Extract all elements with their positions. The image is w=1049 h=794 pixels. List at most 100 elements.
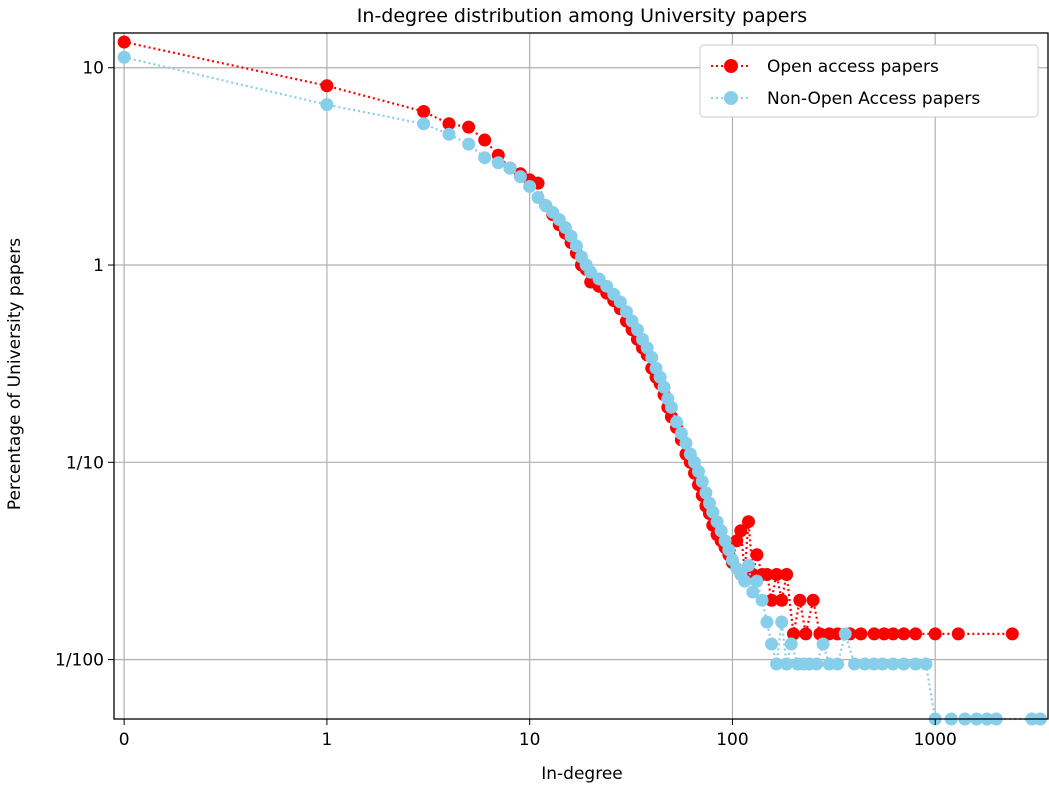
axes-frame — [113, 32, 1049, 720]
data-point-1 — [750, 574, 764, 588]
x-tick-label: 1000 — [914, 730, 957, 750]
data-point-1 — [645, 350, 659, 364]
data-point-1 — [569, 239, 583, 253]
legend-frame — [699, 44, 1039, 118]
data-point-0 — [951, 627, 965, 641]
data-point-1 — [695, 474, 709, 488]
data-point-0 — [417, 105, 431, 119]
y-tick-label: 10 — [82, 59, 104, 79]
data-point-1 — [706, 505, 720, 519]
data-point-1 — [613, 295, 627, 309]
data-point-0 — [750, 548, 764, 562]
data-point-0 — [775, 593, 789, 607]
x-tick-label: 100 — [716, 730, 748, 750]
data-point-1 — [919, 657, 933, 671]
data-point-1 — [831, 657, 845, 671]
legend-label-open-access: Open access papers — [767, 57, 939, 77]
data-point-0 — [806, 593, 820, 607]
data-point-0 — [786, 627, 800, 641]
data-point-0 — [780, 568, 794, 582]
data-point-1 — [674, 426, 688, 440]
data-point-1 — [491, 156, 505, 170]
data-point-1 — [564, 229, 578, 243]
data-point-1 — [679, 436, 693, 450]
data-point-1 — [523, 180, 537, 194]
data-point-1 — [653, 370, 667, 384]
x-axis-label: In-degree — [541, 764, 623, 784]
data-point-1 — [784, 637, 798, 651]
data-point-0 — [741, 515, 755, 529]
data-point-1 — [755, 593, 769, 607]
data-point-1 — [417, 117, 431, 131]
legend-marker-open-access — [724, 59, 738, 73]
data-point-1 — [909, 657, 923, 671]
data-point-1 — [765, 637, 779, 651]
data-point-0 — [734, 524, 748, 538]
y-axis-label: Percentage of University papers — [5, 238, 25, 510]
legend-marker-non-open-access — [724, 91, 738, 105]
data-point-0 — [442, 117, 456, 131]
x-tick-label: 0 — [119, 730, 130, 750]
data-point-1 — [760, 615, 774, 629]
legend-label-non-open-access: Non-Open Access papers — [767, 89, 980, 109]
data-point-1 — [691, 464, 705, 478]
x-tick-label: 10 — [519, 730, 541, 750]
data-point-1 — [117, 50, 131, 64]
data-point-1 — [858, 657, 872, 671]
data-point-0 — [854, 627, 868, 641]
data-point-0 — [928, 627, 942, 641]
data-point-0 — [799, 627, 813, 641]
series-line-1 — [123, 56, 1041, 721]
data-point-1 — [886, 657, 900, 671]
data-point-0 — [730, 534, 744, 548]
data-point-1 — [746, 585, 760, 599]
data-point-1 — [664, 400, 678, 414]
y-tick-label: 1/100 — [55, 651, 104, 671]
data-point-1 — [838, 627, 852, 641]
series-line-0 — [123, 40, 1013, 636]
x-tick-label: 1 — [321, 730, 332, 750]
data-point-1 — [810, 657, 824, 671]
data-point-0 — [117, 35, 131, 49]
data-point-0 — [886, 627, 900, 641]
data-point-1 — [531, 190, 545, 204]
data-point-0 — [462, 120, 476, 134]
data-point-1 — [876, 657, 890, 671]
data-point-1 — [320, 98, 334, 112]
data-point-0 — [760, 568, 774, 582]
chart-title: In-degree distribution among University … — [357, 5, 807, 27]
data-point-1 — [513, 170, 527, 184]
plot-area — [117, 35, 1047, 726]
data-point-1 — [780, 657, 794, 671]
data-point-1 — [478, 151, 492, 165]
data-point-1 — [630, 323, 644, 337]
data-point-0 — [793, 593, 807, 607]
y-tick-label: 1 — [93, 256, 104, 276]
data-point-0 — [877, 627, 891, 641]
data-point-1 — [462, 137, 476, 151]
data-point-1 — [657, 380, 671, 394]
data-point-1 — [442, 127, 456, 141]
grid — [114, 33, 1048, 719]
data-point-1 — [816, 637, 830, 651]
data-point-1 — [897, 657, 911, 671]
data-point-1 — [741, 558, 755, 572]
data-point-1 — [714, 524, 728, 538]
data-point-1 — [699, 486, 713, 500]
data-point-1 — [775, 615, 789, 629]
data-point-1 — [738, 574, 752, 588]
data-point-0 — [909, 627, 923, 641]
data-point-0 — [320, 79, 334, 93]
legend[interactable]: Open access papers Non-Open Access paper… — [699, 44, 1039, 118]
data-point-1 — [770, 657, 784, 671]
data-point-0 — [1005, 627, 1019, 641]
data-point-0 — [897, 627, 911, 641]
data-point-0 — [765, 593, 779, 607]
axis-ticks: 0 1 10 100 1000 10 1 1/10 1/100 — [55, 59, 957, 750]
data-point-0 — [478, 133, 492, 147]
data-point-1 — [619, 305, 633, 319]
data-point-0 — [770, 568, 784, 582]
y-tick-label: 1/10 — [66, 453, 104, 473]
